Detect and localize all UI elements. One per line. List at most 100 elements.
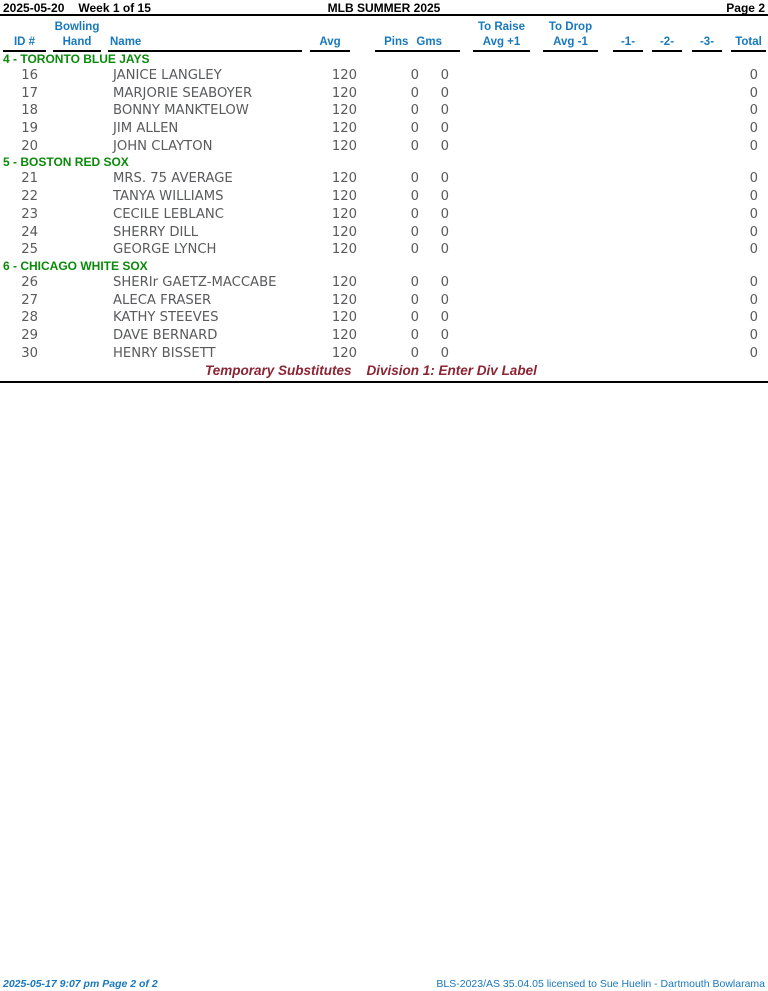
report-date-week: 2025-05-20 Week 1 of 15 xyxy=(3,1,151,15)
col-header-to-drop-top: To Drop xyxy=(548,21,593,33)
player-row: 28 KATHY STEEVES 120 0 0 0 xyxy=(0,309,768,327)
col-underline-avg-plus1 xyxy=(473,50,530,52)
player-avg-cell: 120 xyxy=(331,327,357,343)
player-gms-cell: 0 xyxy=(440,274,449,290)
col-header-pins-gms: Pins Gms xyxy=(375,36,460,48)
player-name-cell: MARJORIE SEABOYER xyxy=(113,85,253,101)
player-total-cell: 0 xyxy=(749,274,758,290)
player-id-cell: 25 xyxy=(21,242,38,258)
team-section-header: 5 - BOSTON RED SOX xyxy=(3,155,129,170)
player-avg-cell: 120 xyxy=(331,103,357,119)
col-header-avg-plus1: Avg +1 xyxy=(482,36,521,48)
player-name-cell: MRS. 75 AVERAGE xyxy=(113,171,233,187)
player-gms-cell: 0 xyxy=(440,189,449,205)
col-header-pins: Pins xyxy=(384,36,409,48)
player-id-cell: 27 xyxy=(21,292,38,308)
player-pins-cell: 0 xyxy=(410,310,419,326)
player-pins-cell: 0 xyxy=(410,292,419,308)
player-total-cell: 0 xyxy=(749,103,758,119)
player-total-cell: 0 xyxy=(749,345,758,361)
player-id-cell: 28 xyxy=(21,310,38,326)
player-avg-cell: 120 xyxy=(331,345,357,361)
bottom-rule xyxy=(0,380,768,383)
player-avg-cell: 120 xyxy=(331,242,357,258)
player-pins-cell: 0 xyxy=(410,327,419,343)
footer-license-info: BLS-2023/AS 35.04.05 licensed to Sue Hue… xyxy=(436,978,765,990)
player-row: 25 GEORGE LYNCH 120 0 0 0 xyxy=(0,241,768,259)
col-header-to-raise-top: To Raise xyxy=(477,21,526,33)
col-header-game2: -2- xyxy=(659,36,675,48)
league-title: MLB SUMMER 2025 xyxy=(327,1,441,15)
player-pins-cell: 0 xyxy=(410,242,419,258)
player-name-cell: SHERIr GAETZ-MACCABE xyxy=(113,274,277,290)
player-total-cell: 0 xyxy=(749,138,758,154)
player-name-cell: TANYA WILLIAMS xyxy=(113,189,224,205)
player-id-cell: 29 xyxy=(21,327,38,343)
player-pins-cell: 0 xyxy=(410,171,419,187)
player-avg-cell: 120 xyxy=(331,206,357,222)
col-header-id: ID # xyxy=(13,36,36,48)
player-gms-cell: 0 xyxy=(440,85,449,101)
col-header-game3: -3- xyxy=(699,36,715,48)
col-header-avg-minus1: Avg -1 xyxy=(553,36,588,48)
player-avg-cell: 120 xyxy=(331,189,357,205)
player-pins-cell: 0 xyxy=(410,189,419,205)
player-gms-cell: 0 xyxy=(440,345,449,361)
player-total-cell: 0 xyxy=(749,85,758,101)
col-header-gms: Gms xyxy=(416,36,442,48)
col-header-name: Name xyxy=(110,36,142,48)
player-avg-cell: 120 xyxy=(331,274,357,290)
player-gms-cell: 0 xyxy=(440,171,449,187)
player-pins-cell: 0 xyxy=(410,103,419,119)
player-pins-cell: 0 xyxy=(410,121,419,137)
col-header-game1: -1- xyxy=(620,36,636,48)
player-name-cell: GEORGE LYNCH xyxy=(113,242,217,258)
player-row: 29 DAVE BERNARD 120 0 0 0 xyxy=(0,327,768,345)
col-underline-id xyxy=(3,50,46,52)
player-total-cell: 0 xyxy=(749,292,758,308)
player-total-cell: 0 xyxy=(749,327,758,343)
player-id-cell: 20 xyxy=(21,138,38,154)
player-row: 30 HENRY BISSETT 120 0 0 0 xyxy=(0,345,768,363)
player-avg-cell: 120 xyxy=(331,171,357,187)
player-avg-cell: 120 xyxy=(331,224,357,240)
player-gms-cell: 0 xyxy=(440,138,449,154)
player-name-cell: BONNY MANKTELOW xyxy=(113,103,249,119)
player-pins-cell: 0 xyxy=(410,68,419,83)
player-gms-cell: 0 xyxy=(440,224,449,240)
player-name-cell: KATHY STEEVES xyxy=(113,310,219,326)
player-name-cell: DAVE BERNARD xyxy=(113,327,218,343)
player-id-cell: 21 xyxy=(21,171,38,187)
col-header-bowling-top: Bowling xyxy=(54,21,100,33)
player-row: 21 MRS. 75 AVERAGE 120 0 0 0 xyxy=(0,170,768,188)
player-row: 27 ALECA FRASER 120 0 0 0 xyxy=(0,292,768,310)
col-underline-game3 xyxy=(692,50,722,52)
player-id-cell: 19 xyxy=(21,121,38,137)
player-name-cell: SHERRY DILL xyxy=(113,224,199,240)
player-row: 20 JOHN CLAYTON 120 0 0 0 xyxy=(0,138,768,156)
header-rule xyxy=(0,14,768,16)
player-avg-cell: 120 xyxy=(331,85,357,101)
player-row: 24 SHERRY DILL 120 0 0 0 xyxy=(0,224,768,242)
player-id-cell: 26 xyxy=(21,274,38,290)
week-label: Week 1 of 15 xyxy=(78,1,151,15)
player-pins-cell: 0 xyxy=(410,224,419,240)
player-id-cell: 23 xyxy=(21,206,38,222)
player-pins-cell: 0 xyxy=(410,206,419,222)
page-number: Page 2 xyxy=(726,1,765,15)
player-row: 22 TANYA WILLIAMS 120 0 0 0 xyxy=(0,188,768,206)
player-pins-cell: 0 xyxy=(410,85,419,101)
player-total-cell: 0 xyxy=(749,206,758,222)
player-avg-cell: 120 xyxy=(331,138,357,154)
player-pins-cell: 0 xyxy=(410,138,419,154)
player-id-cell: 18 xyxy=(21,103,38,119)
player-row: 26 SHERIr GAETZ-MACCABE 120 0 0 0 xyxy=(0,274,768,292)
substitutes-note-right: Division 1: Enter Div Label xyxy=(366,363,537,379)
player-gms-cell: 0 xyxy=(440,310,449,326)
player-row: 19 JIM ALLEN 120 0 0 0 xyxy=(0,120,768,138)
player-row: 18 BONNY MANKTELOW 120 0 0 0 xyxy=(0,102,768,120)
player-gms-cell: 0 xyxy=(440,206,449,222)
player-id-cell: 24 xyxy=(21,224,38,240)
player-total-cell: 0 xyxy=(749,224,758,240)
col-underline-avg-minus1 xyxy=(543,50,598,52)
